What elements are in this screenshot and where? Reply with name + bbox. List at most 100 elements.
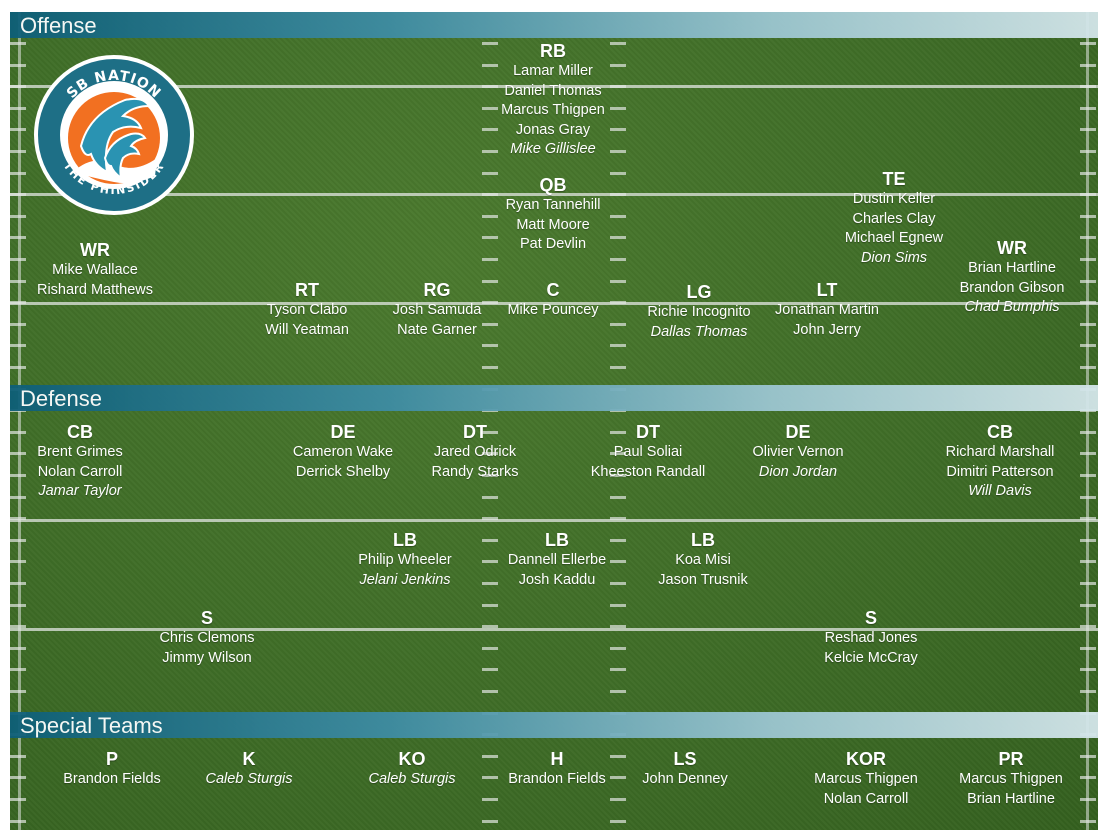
player-name: Olivier Vernon [752,444,844,460]
hash-mark [610,647,626,650]
hash-mark [1080,604,1096,607]
position-label: PR [998,749,1024,769]
position-label: K [242,749,256,769]
section-title-defense: Defense [20,386,102,411]
player-name: Nolan Carroll [37,463,123,480]
hash-mark [482,344,498,347]
player-name: Paul Soliai [613,444,683,460]
player-name: Dustin Keller [852,191,936,207]
hash-mark [10,301,26,304]
hash-mark [1080,690,1096,693]
player-name: Richard Marshall [945,444,1055,460]
position-label: TE [882,169,906,189]
sideline [18,12,21,830]
player-name: Dion Jordan [758,463,838,480]
hash-mark [1080,452,1096,455]
hash-mark [1080,150,1096,153]
player-name: Charles Clay [852,210,936,227]
position-label: C [546,280,560,300]
hash-mark [610,690,626,693]
player-name: Brian Hartline [968,260,1056,276]
position-group-def-lb-mid: LB Dannell Ellerbe Josh Kaddu [472,529,642,590]
yard-line [10,85,1098,88]
hash-mark [610,128,626,131]
position-group-def-lb-right: LB Koa Misi Jason Trusnik [618,529,788,590]
player-name: Ryan Tannehill [505,197,601,213]
player-name: Jimmy Wilson [162,649,252,666]
player-name: Marcus Thigpen [814,771,918,787]
hash-mark [10,215,26,218]
hash-mark [482,42,498,45]
hash-mark [610,820,626,823]
hash-mark [10,690,26,693]
player-name: Will Davis [968,483,1032,499]
hash-mark [610,582,626,585]
position-label: WR [997,238,1027,258]
player-name: John Denney [642,771,728,787]
hash-mark [482,150,498,153]
player-name: Reshad Jones [824,630,918,646]
hash-mark [482,366,498,369]
yard-line [10,302,1098,305]
player-name: Brandon Gibson [959,279,1065,296]
player-name: Jamar Taylor [38,483,122,499]
position-label: RT [295,280,319,300]
hash-mark [610,604,626,607]
hash-mark [482,820,498,823]
position-group-off-lt: LT Jonathan Martin John Jerry [742,279,912,340]
player-name: Philip Wheeler [358,552,452,568]
player-name: Jelani Jenkins [359,571,451,588]
player-name: Josh Samuda [392,302,482,318]
hash-mark [482,107,498,110]
yard-line [10,519,1098,522]
hash-mark [10,474,26,477]
player-name: Nolan Carroll [823,790,909,807]
position-label: LG [686,282,712,302]
position-group-off-wr-left: WR Mike Wallace Rishard Matthews [10,239,180,300]
position-label: H [550,749,564,769]
player-name: Will Yeatman [265,321,349,338]
hash-mark [610,344,626,347]
hash-mark [482,668,498,671]
player-name: Kelcie McCray [824,649,918,666]
hash-mark [1080,323,1096,326]
position-group-st-kor: KOR Marcus Thigpen Nolan Carroll [781,748,951,809]
position-group-st-k: K Caleb Sturgis [164,748,334,790]
position-group-def-s-left: S Chris Clemons Jimmy Wilson [122,607,292,668]
hash-mark [610,85,626,88]
position-group-off-rb: RB Lamar Miller Daniel Thomas Marcus Thigpe… [468,40,638,160]
player-name: Chad Bumphis [964,299,1060,315]
hash-mark [610,150,626,153]
player-name: Brent Grimes [37,444,123,460]
position-label: RG [423,280,451,300]
hash-mark [482,604,498,607]
player-name: Pat Devlin [519,236,587,252]
hash-mark [482,215,498,218]
hash-mark [1080,193,1096,196]
player-name: Caleb Sturgis [368,771,456,787]
section-header-defense: Defense [10,385,1098,411]
position-label: DT [463,422,487,442]
position-label: LS [673,749,697,769]
hash-mark [482,85,498,88]
player-name: Rishard Matthews [36,281,154,298]
hash-mark [610,474,626,477]
hash-mark [482,323,498,326]
hash-mark [1080,560,1096,563]
hash-mark [482,172,498,175]
hash-mark [482,560,498,563]
player-name: Koa Misi [675,552,731,568]
hash-mark [482,625,498,628]
hash-mark [10,604,26,607]
position-label: S [864,608,877,628]
position-group-st-pr: PR Marcus Thigpen Brian Hartline [926,748,1096,809]
hash-mark [610,776,626,779]
hash-mark [482,798,498,801]
phinsider-logo: SB NATION THE PHINSIDER [34,55,194,215]
hash-mark [10,517,26,520]
position-label: WR [80,240,110,260]
hash-mark [482,431,498,434]
hash-mark [10,193,26,196]
hash-mark [1080,236,1096,239]
hash-mark [10,625,26,628]
